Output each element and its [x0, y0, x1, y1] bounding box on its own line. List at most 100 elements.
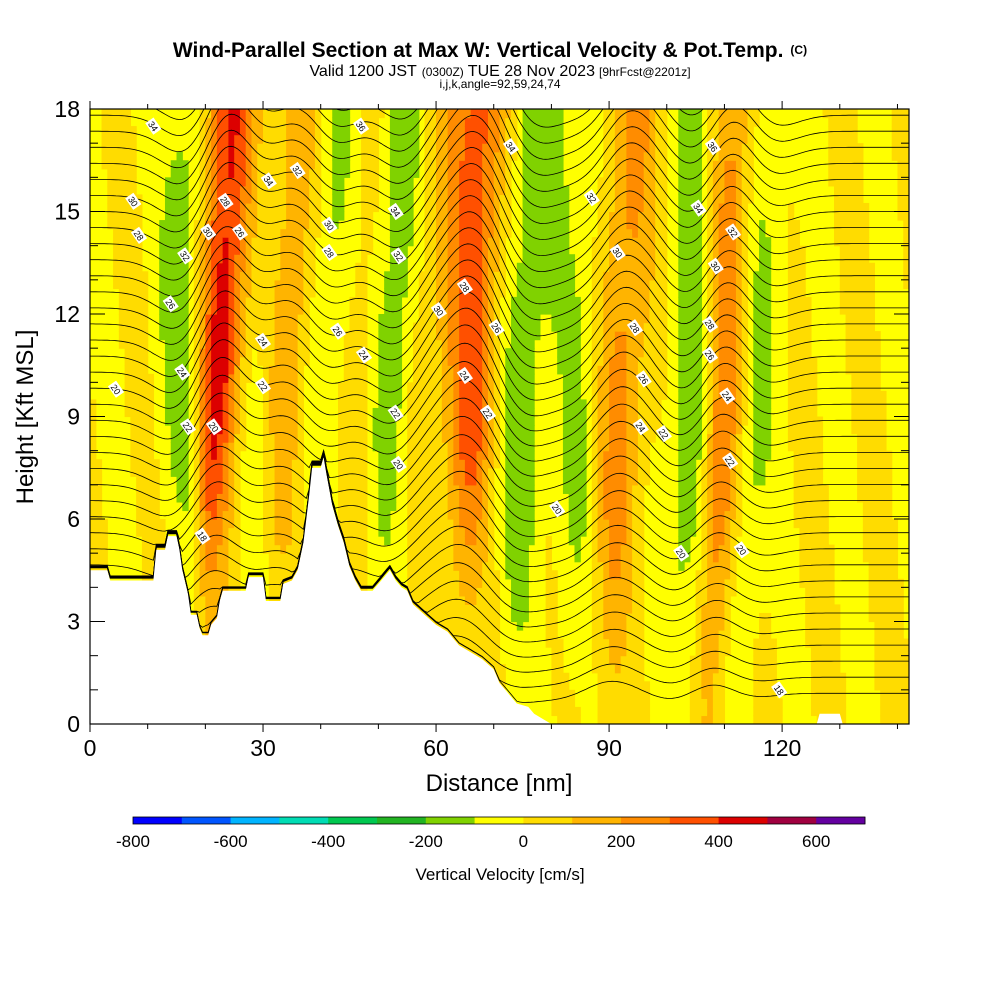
velocity-cell — [464, 220, 472, 230]
velocity-cell — [614, 681, 622, 691]
velocity-cell — [361, 459, 368, 469]
velocity-cell — [170, 348, 178, 358]
velocity-cell — [632, 433, 639, 443]
velocity-cell — [239, 109, 247, 119]
velocity-cell — [286, 211, 293, 221]
velocity-cell — [632, 407, 639, 418]
velocity-cell — [464, 151, 472, 161]
velocity-cell — [539, 254, 547, 264]
velocity-cell — [349, 476, 356, 486]
velocity-cell — [649, 109, 656, 119]
velocity-cell — [580, 433, 587, 443]
velocity-cell — [193, 288, 201, 298]
velocity-cell — [412, 501, 420, 512]
velocity-cell — [528, 168, 535, 178]
velocity-cell — [562, 715, 570, 724]
velocity-cell — [153, 493, 160, 503]
velocity-cell — [609, 484, 616, 494]
velocity-cell — [505, 561, 512, 571]
velocity-cell — [412, 493, 420, 503]
velocity-cell — [574, 356, 581, 366]
velocity-cell — [263, 211, 270, 221]
velocity-cell — [193, 220, 201, 230]
velocity-cell — [609, 510, 616, 520]
velocity-cell — [493, 211, 501, 221]
velocity-cell — [637, 126, 645, 136]
velocity-cell — [113, 211, 120, 221]
velocity-cell — [274, 587, 281, 597]
velocity-cell — [130, 356, 137, 366]
velocity-cell — [516, 578, 524, 588]
velocity-cell — [620, 647, 627, 657]
velocity-cell — [245, 134, 253, 144]
velocity-cell — [395, 143, 403, 153]
velocity-cell — [274, 348, 281, 358]
velocity-cell — [118, 237, 126, 247]
velocity-cell — [90, 536, 97, 546]
velocity-cell — [211, 331, 218, 341]
velocity-cell — [574, 296, 581, 307]
velocity-cell — [620, 467, 627, 477]
velocity-cell — [257, 322, 264, 332]
velocity-cell — [476, 220, 483, 230]
velocity-cell — [447, 177, 454, 187]
velocity-cell — [395, 399, 403, 409]
velocity-cell — [395, 288, 403, 298]
velocity-cell — [216, 126, 224, 136]
velocity-cell — [389, 296, 397, 307]
velocity-cell — [147, 459, 155, 469]
velocity-cell — [528, 228, 535, 238]
velocity-cell — [418, 271, 426, 281]
velocity-cell — [528, 433, 535, 443]
velocity-cell — [199, 476, 206, 486]
velocity-cell — [101, 527, 108, 537]
velocity-cell — [274, 510, 281, 520]
velocity-cell — [113, 228, 120, 238]
velocity-cell — [297, 484, 305, 494]
velocity-cell — [637, 134, 645, 144]
velocity-cell — [591, 331, 599, 341]
velocity-cell — [378, 519, 385, 529]
velocity-cell — [268, 168, 276, 178]
velocity-cell — [280, 356, 287, 366]
velocity-cell — [487, 348, 495, 358]
velocity-cell — [338, 390, 345, 401]
velocity-cell — [482, 390, 489, 401]
velocity-cell — [487, 288, 495, 298]
velocity-cell — [476, 467, 483, 477]
velocity-cell — [614, 416, 622, 426]
velocity-cell — [407, 168, 414, 178]
velocity-cell — [378, 348, 385, 358]
velocity-cell — [620, 220, 627, 230]
velocity-cell — [211, 519, 218, 529]
velocity-cell — [297, 425, 305, 435]
velocity-cell — [562, 305, 570, 315]
velocity-cell — [205, 612, 212, 623]
velocity-cell — [597, 322, 604, 332]
velocity-cell — [684, 425, 691, 435]
velocity-cell — [159, 305, 166, 315]
velocity-cell — [505, 185, 512, 196]
velocity-cell — [107, 202, 114, 213]
velocity-cell — [182, 459, 189, 469]
velocity-cell — [511, 339, 518, 349]
velocity-cell — [637, 211, 645, 221]
velocity-cell — [274, 288, 281, 298]
velocity-cell — [366, 126, 374, 136]
velocity-cell — [660, 194, 668, 204]
velocity-cell — [551, 228, 558, 238]
velocity-cell — [482, 467, 489, 477]
velocity-cell — [234, 467, 241, 477]
velocity-cell — [459, 450, 466, 460]
velocity-cell — [343, 433, 351, 443]
velocity-cell — [459, 134, 466, 144]
velocity-cell — [436, 194, 443, 204]
velocity-cell — [193, 339, 201, 349]
velocity-cell — [164, 407, 172, 418]
velocity-cell — [464, 638, 472, 648]
velocity-cell — [222, 544, 230, 554]
velocity-cell — [430, 109, 437, 119]
velocity-cell — [366, 160, 374, 170]
velocity-cell — [378, 314, 385, 324]
velocity-cell — [274, 202, 281, 213]
